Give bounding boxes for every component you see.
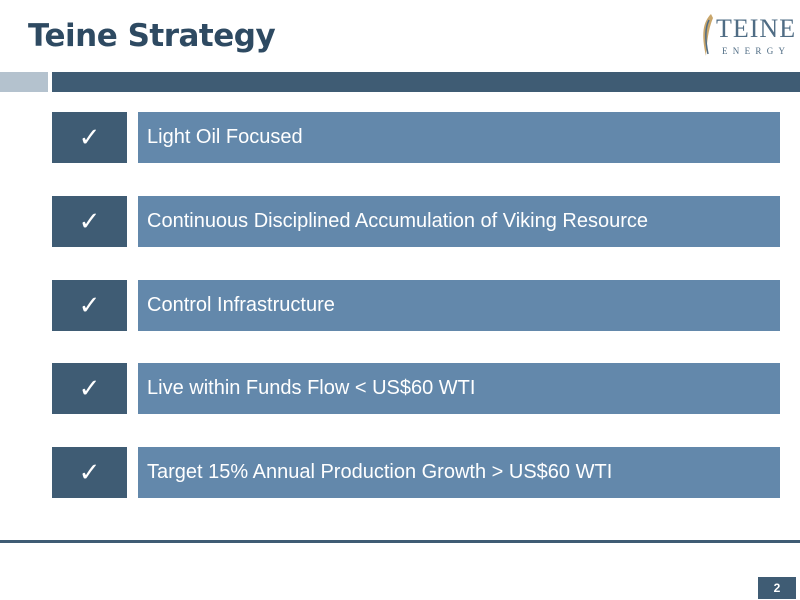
check-icon: ✓ xyxy=(52,280,127,331)
strategy-item-box: Target 15% Annual Production Growth > US… xyxy=(138,447,780,498)
logo-flame-icon xyxy=(703,14,713,56)
strategy-item-box: Live within Funds Flow < US$60 WTI xyxy=(138,363,780,414)
check-icon: ✓ xyxy=(52,447,127,498)
header-band-right xyxy=(52,72,800,92)
strategy-item-label: Continuous Disciplined Accumulation of V… xyxy=(147,210,649,232)
strategy-item-box: Control Infrastructure xyxy=(138,280,780,331)
logo-subtitle: ENERGY xyxy=(722,46,791,56)
strategy-item: ✓ Continuous Disciplined Accumulation of… xyxy=(52,196,780,247)
strategy-item-box: Continuous Disciplined Accumulation of V… xyxy=(138,196,780,247)
check-icon: ✓ xyxy=(52,363,127,414)
strategy-item-label: Target 15% Annual Production Growth > US… xyxy=(147,461,613,483)
strategy-item: ✓ Control Infrastructure xyxy=(52,280,780,331)
logo-wordmark: TEINE xyxy=(716,14,797,43)
teine-energy-logo: TEINE ENERGY xyxy=(694,12,797,60)
strategy-item-label: Live within Funds Flow < US$60 WTI xyxy=(147,377,476,399)
strategy-item: ✓ Target 15% Annual Production Growth > … xyxy=(52,447,780,498)
header-band-left xyxy=(0,72,48,92)
check-icon: ✓ xyxy=(52,196,127,247)
strategy-item: ✓ Live within Funds Flow < US$60 WTI xyxy=(52,363,780,414)
strategy-item-box: Light Oil Focused xyxy=(138,112,780,163)
check-icon: ✓ xyxy=(52,112,127,163)
footer-divider xyxy=(0,540,800,543)
strategy-item-label: Light Oil Focused xyxy=(147,126,303,148)
page-number: 2 xyxy=(758,577,796,599)
slide-title: Teine Strategy xyxy=(28,18,276,54)
strategy-item-label: Control Infrastructure xyxy=(147,294,335,316)
strategy-item: ✓ Light Oil Focused xyxy=(52,112,780,163)
